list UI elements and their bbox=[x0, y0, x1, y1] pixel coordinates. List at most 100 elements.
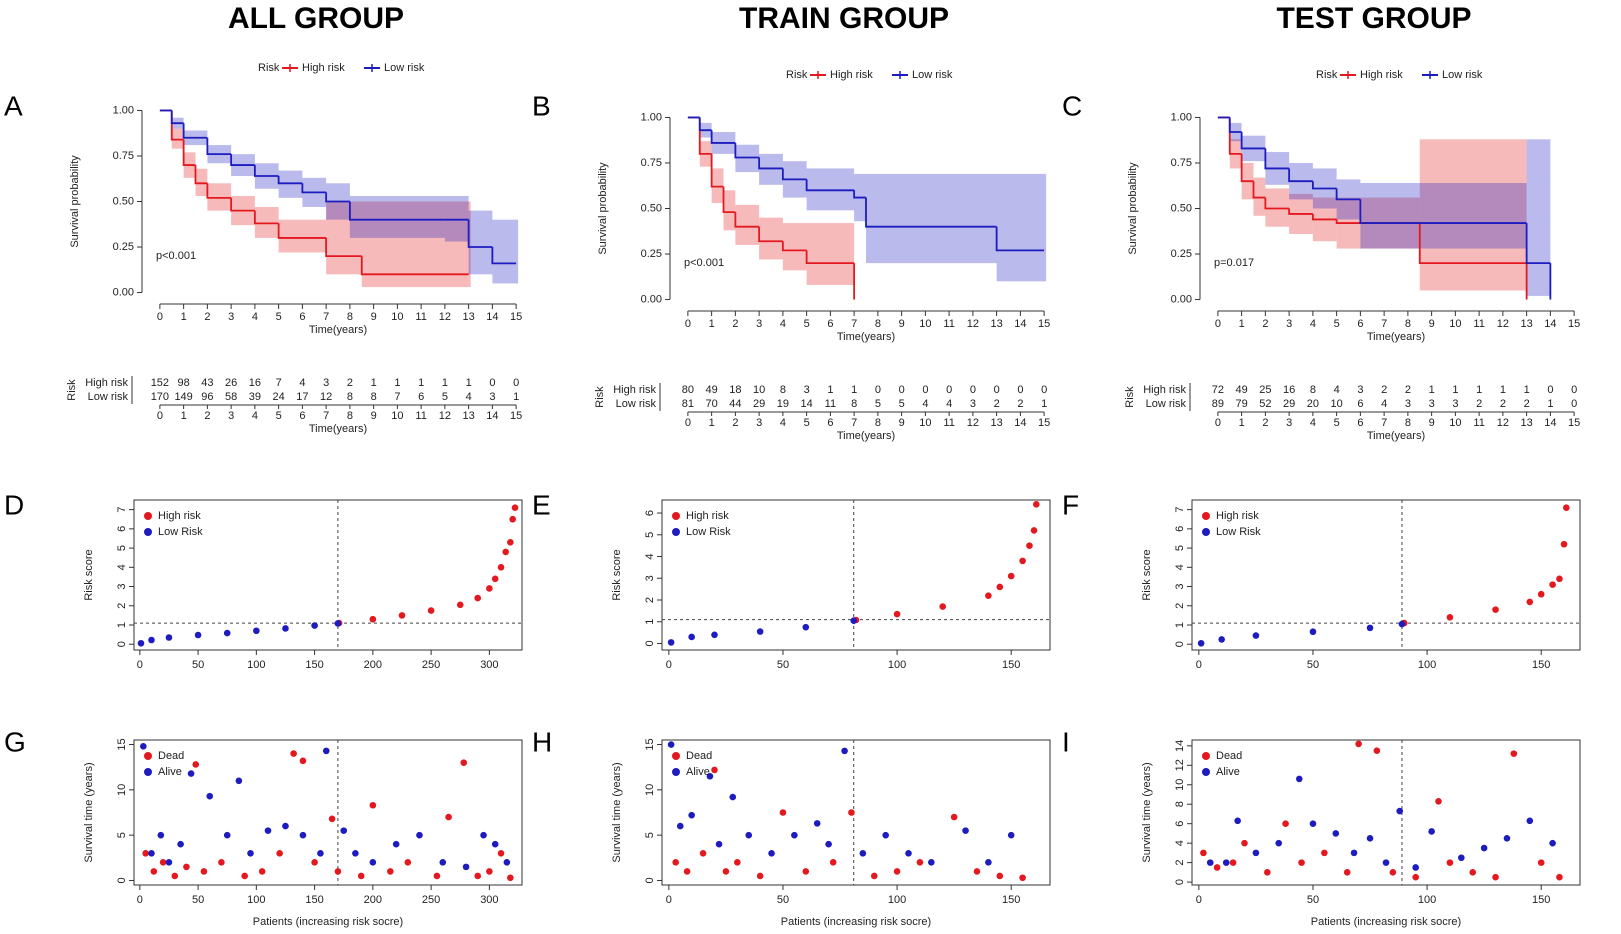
point bbox=[433, 872, 441, 880]
x-tick-label: 12 bbox=[1497, 417, 1509, 429]
x-tick-label: 1 bbox=[181, 311, 187, 323]
plot-frame bbox=[661, 739, 1051, 886]
y-tick-label: 6 bbox=[644, 510, 656, 516]
survival-step bbox=[865, 197, 997, 228]
x-tick-label: 11 bbox=[943, 417, 954, 429]
point bbox=[722, 868, 730, 875]
point bbox=[290, 750, 297, 757]
y-tick-label: 6 bbox=[116, 526, 128, 532]
legend-label: Dead bbox=[158, 750, 184, 762]
point bbox=[825, 840, 832, 848]
y-tick-label: 10 bbox=[644, 784, 656, 796]
x-tick-label: 14 bbox=[486, 311, 498, 323]
risk-count: 0 bbox=[513, 377, 519, 389]
point bbox=[962, 827, 969, 834]
survival-step bbox=[182, 123, 208, 139]
point bbox=[507, 539, 514, 546]
x-tick-label: 50 bbox=[1307, 894, 1319, 906]
plot-frame bbox=[661, 499, 1051, 651]
x-tick-label: 6 bbox=[299, 311, 305, 323]
risk-count: 5 bbox=[875, 398, 881, 410]
risk-count: 1 bbox=[1429, 384, 1435, 396]
x-tick-label: 0 bbox=[685, 417, 691, 429]
legend-label: High risk bbox=[1216, 510, 1259, 522]
x-tick-label: 9 bbox=[899, 417, 905, 429]
point bbox=[1213, 864, 1221, 871]
survival-step bbox=[805, 179, 855, 192]
legend-marker bbox=[1202, 528, 1210, 536]
point bbox=[1252, 632, 1260, 639]
point bbox=[1526, 598, 1534, 606]
x-tick-label: 3 bbox=[1286, 417, 1292, 429]
confidence-band bbox=[171, 128, 184, 149]
x-tick-label: 5 bbox=[1334, 318, 1340, 330]
x-axis-label: Time(years) bbox=[309, 423, 367, 435]
confidence-band bbox=[195, 168, 208, 197]
risk-count: 49 bbox=[706, 384, 718, 396]
x-tick-label: 14 bbox=[1014, 417, 1026, 429]
point bbox=[1321, 849, 1328, 857]
risk-count: 14 bbox=[801, 398, 813, 410]
plot-frame bbox=[133, 499, 523, 651]
y-tick-label: 0.50 bbox=[1171, 202, 1192, 214]
y-tick-label: 10 bbox=[1174, 779, 1186, 791]
survival-step bbox=[170, 110, 184, 125]
point bbox=[165, 634, 173, 641]
y-tick-label: 1 bbox=[644, 619, 656, 625]
point bbox=[1382, 859, 1390, 866]
survival-step bbox=[253, 165, 279, 177]
point bbox=[474, 594, 482, 602]
x-tick-label: 9 bbox=[1429, 318, 1435, 330]
survival-step bbox=[491, 247, 517, 265]
x-tick-label: 0 bbox=[137, 894, 143, 906]
point bbox=[282, 625, 289, 632]
y-tick-label: 3 bbox=[644, 575, 656, 581]
risk-count: 20 bbox=[1307, 398, 1319, 410]
x-tick-label: 0 bbox=[666, 894, 672, 906]
point bbox=[672, 859, 679, 866]
survival-step bbox=[722, 186, 736, 214]
confidence-band bbox=[361, 201, 469, 288]
x-tick-label: 15 bbox=[510, 410, 522, 422]
plot-frame bbox=[1191, 739, 1581, 886]
survival-step bbox=[360, 256, 469, 276]
point bbox=[497, 564, 505, 571]
point bbox=[802, 623, 810, 631]
point bbox=[1264, 869, 1271, 876]
x-tick-label: 50 bbox=[192, 659, 204, 671]
y-tick-label: 0 bbox=[116, 877, 128, 883]
x-tick-label: 1 bbox=[1239, 318, 1245, 330]
x-tick-label: 1 bbox=[709, 318, 715, 330]
x-tick-label: 4 bbox=[1310, 318, 1316, 330]
x-tick-label: 5 bbox=[1334, 417, 1340, 429]
risk-count: 79 bbox=[1236, 398, 1248, 410]
x-tick-label: 7 bbox=[851, 318, 857, 330]
x-axis-label: Time(years) bbox=[309, 324, 367, 336]
risk-count: 0 bbox=[994, 384, 1000, 396]
x-tick-label: 2 bbox=[1262, 417, 1268, 429]
risk-count: 1 bbox=[466, 377, 472, 389]
risk-count: 39 bbox=[249, 391, 261, 403]
risk-count: 6 bbox=[1357, 398, 1363, 410]
point bbox=[996, 583, 1004, 591]
risk-count: 26 bbox=[225, 377, 237, 389]
x-tick-label: 7 bbox=[323, 410, 329, 422]
point bbox=[369, 615, 377, 623]
risk-count: 2 bbox=[1476, 398, 1482, 410]
risk-count: 4 bbox=[299, 377, 305, 389]
point bbox=[1389, 869, 1397, 876]
risk-count: 2 bbox=[1381, 384, 1387, 396]
x-tick-label: 15 bbox=[1568, 318, 1580, 330]
x-tick-label: 100 bbox=[1418, 894, 1436, 906]
risk-count: 3 bbox=[1429, 398, 1435, 410]
point bbox=[340, 827, 348, 834]
y-axis-label: Risk bbox=[594, 386, 606, 408]
y-tick-label: 0 bbox=[644, 640, 656, 646]
point bbox=[311, 622, 318, 629]
x-tick-label: 11 bbox=[1473, 417, 1484, 429]
x-tick-label: 50 bbox=[777, 659, 789, 671]
y-tick-label: 5 bbox=[644, 832, 656, 838]
x-tick-label: 5 bbox=[804, 318, 810, 330]
risk-count: 1 bbox=[851, 384, 857, 396]
point bbox=[1309, 820, 1317, 827]
